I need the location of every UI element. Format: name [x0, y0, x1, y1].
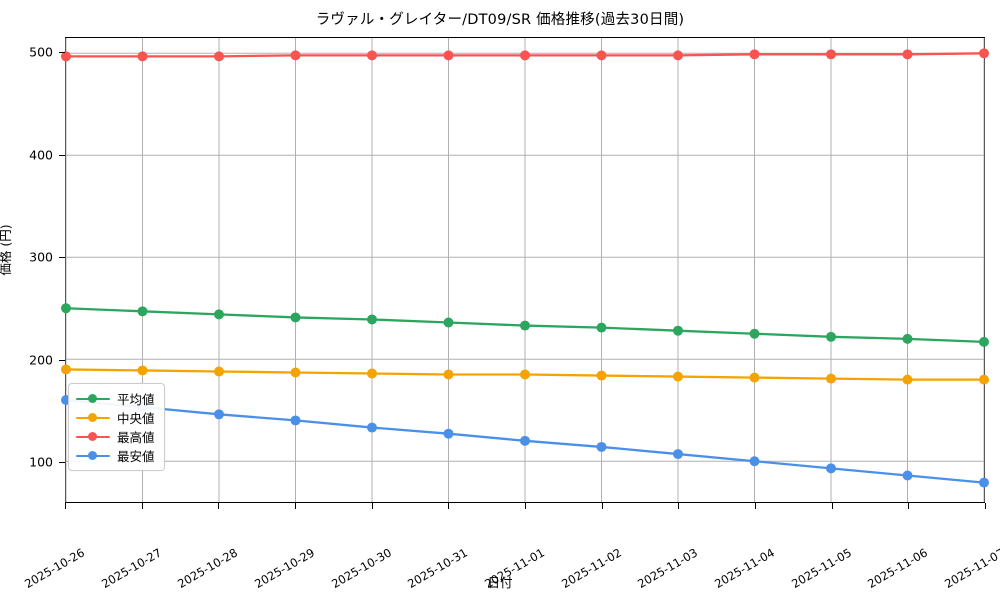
data-point-marker — [673, 371, 683, 382]
y-axis-tick-label: 200 — [29, 352, 53, 368]
legend-item[interactable]: 中央値 — [76, 408, 155, 427]
legend-item[interactable]: 最高値 — [76, 427, 155, 446]
x-axis-tick-mark — [525, 503, 526, 509]
y-axis-tick-label: 300 — [29, 249, 53, 265]
x-axis-tick-mark — [448, 503, 450, 509]
x-axis-tick-mark — [831, 503, 833, 509]
y-axis-tick-mark — [59, 359, 65, 361]
legend-item[interactable]: 平均値 — [76, 389, 155, 408]
data-point-marker — [826, 49, 836, 60]
data-point-marker — [367, 50, 377, 61]
data-point-marker — [979, 48, 989, 59]
legend-item[interactable]: 最安値 — [76, 446, 155, 465]
data-point-marker — [443, 428, 454, 439]
data-point-marker — [749, 456, 760, 467]
data-point-marker — [979, 477, 989, 488]
data-point-marker — [443, 50, 454, 61]
legend-item-label: 中央値 — [117, 411, 155, 426]
legend-marker-icon — [76, 411, 110, 425]
x-axis-tick-mark — [985, 503, 986, 509]
y-axis-tick-label: 100 — [29, 454, 53, 470]
data-point-marker — [214, 309, 224, 320]
legend-marker-icon — [76, 430, 110, 444]
data-point-marker — [520, 50, 530, 61]
data-point-marker — [749, 328, 760, 339]
data-point-marker — [902, 333, 913, 344]
data-point-marker — [520, 369, 530, 380]
x-axis-tick-mark — [678, 503, 680, 509]
data-point-marker — [902, 470, 913, 481]
y-axis-tick-mark — [59, 154, 65, 156]
legend-item-label: 最安値 — [117, 449, 155, 464]
legend-item-label: 平均値 — [117, 392, 155, 407]
y-axis-tick-mark — [59, 52, 65, 54]
data-point-marker — [749, 49, 760, 60]
data-point-marker — [673, 449, 683, 460]
data-point-marker — [214, 51, 224, 62]
data-point-marker — [214, 409, 224, 420]
data-point-marker — [826, 331, 836, 342]
data-point-marker — [137, 51, 148, 62]
data-point-marker — [596, 322, 607, 333]
legend-marker-icon — [76, 392, 110, 406]
data-point-marker — [520, 435, 530, 446]
y-axis-tick-label: 500 — [29, 44, 53, 60]
data-point-marker — [137, 365, 148, 376]
data-point-marker — [137, 306, 148, 317]
data-point-marker — [826, 463, 836, 474]
data-point-marker — [443, 317, 454, 328]
chart-legend: 平均値中央値最高値最安値 — [68, 383, 165, 471]
data-point-marker — [61, 51, 71, 62]
data-point-marker — [749, 372, 760, 383]
data-point-marker — [673, 325, 683, 336]
data-point-marker — [290, 367, 301, 378]
data-point-marker — [902, 374, 913, 385]
data-point-marker — [673, 50, 683, 61]
data-point-marker — [61, 303, 71, 314]
x-axis-tick-mark — [218, 503, 220, 509]
x-axis-tick-mark — [601, 503, 603, 509]
legend-marker-icon — [76, 449, 110, 463]
data-point-marker — [367, 314, 377, 325]
data-point-marker — [902, 49, 913, 60]
data-series-layer — [61, 48, 989, 488]
data-point-marker — [290, 312, 301, 323]
x-axis-tick-mark — [65, 503, 66, 509]
y-axis-tick-label: 400 — [29, 147, 53, 163]
chart-title: ラヴァル・グレイター/DT09/SR 価格推移(過去30日間) — [315, 12, 685, 28]
data-point-marker — [979, 374, 989, 385]
data-point-marker — [290, 50, 301, 61]
x-axis-tick-mark — [141, 503, 143, 509]
y-axis-tick-mark — [59, 462, 65, 464]
x-axis-label: 日付 — [487, 575, 513, 590]
data-point-marker — [443, 369, 454, 380]
data-point-marker — [979, 336, 989, 347]
data-point-marker — [520, 320, 530, 331]
y-axis-tick-mark — [59, 257, 65, 259]
data-point-marker — [214, 366, 224, 377]
x-axis-tick-mark — [908, 503, 910, 509]
x-axis-tick-mark — [295, 503, 296, 509]
data-point-marker — [61, 364, 71, 375]
legend-item-label: 最高値 — [117, 430, 155, 445]
data-point-marker — [826, 373, 836, 384]
data-point-marker — [596, 441, 607, 452]
data-point-marker — [290, 415, 301, 426]
data-point-marker — [367, 368, 377, 379]
plot-area — [61, 37, 989, 503]
data-point-marker — [367, 422, 377, 433]
data-point-marker — [596, 370, 607, 381]
data-point-marker — [596, 50, 607, 61]
x-axis-tick-mark — [755, 503, 756, 509]
x-axis-tick-mark — [371, 503, 373, 509]
